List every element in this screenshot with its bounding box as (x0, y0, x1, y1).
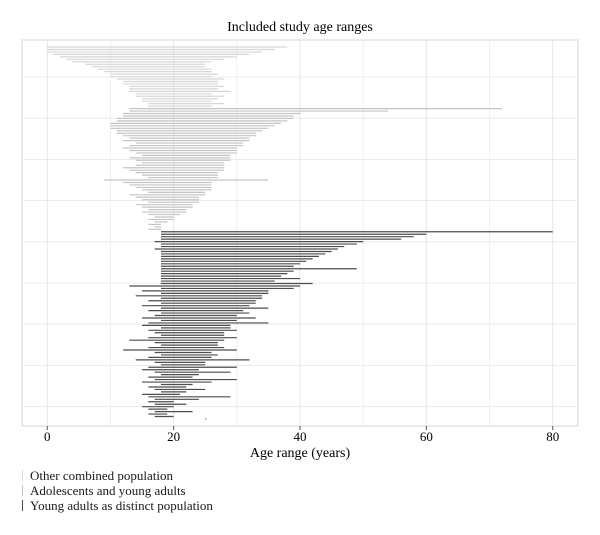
legend-item-young-adults: Young adults as distinct population (22, 498, 213, 513)
series-2 (123, 231, 553, 420)
x-tick-label: 0 (44, 429, 51, 444)
legend-swatch-other (22, 470, 23, 481)
legend-item-adolescents: Adolescents and young adults (22, 483, 213, 498)
legend-item-other: Other combined population (22, 468, 213, 483)
legend-label-young-adults: Young adults as distinct population (30, 497, 213, 513)
x-axis-label: Age range (years) (250, 446, 351, 461)
legend-label-adolescents: Adolescents and young adults (30, 482, 186, 498)
legend-swatch-adolescents (22, 485, 23, 496)
x-tick-label: 40 (294, 429, 307, 444)
legend-swatch-young-adults (22, 500, 23, 511)
series-layer (47, 46, 553, 420)
legend: Other combined population Adolescents an… (22, 468, 213, 513)
legend-label-other: Other combined population (30, 467, 173, 483)
chart-title: Included study age ranges (227, 20, 373, 35)
x-tick-label: 20 (167, 429, 180, 444)
x-tick-label: 60 (420, 429, 433, 444)
series-0 (47, 46, 288, 107)
series-1 (104, 107, 503, 230)
x-tick-label: 80 (546, 429, 559, 444)
x-axis-ticks: 0 20 40 60 80 (44, 426, 559, 444)
